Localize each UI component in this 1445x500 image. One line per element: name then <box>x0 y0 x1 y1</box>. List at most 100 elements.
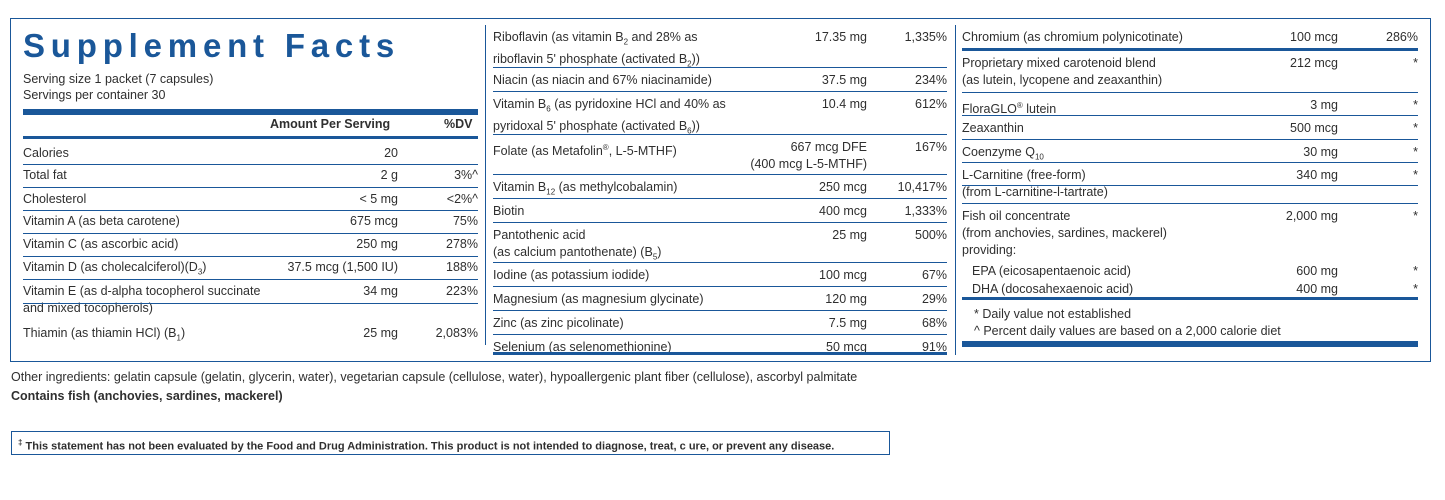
allergen-statement: Contains fish (anchovies, sardines, mack… <box>11 389 283 403</box>
row-separator <box>493 134 947 135</box>
nutrient-amount: 250 mg <box>356 237 398 251</box>
disclaimer-text: This statement has not been evaluated by… <box>25 440 835 453</box>
footnote-daily-value: * Daily value not established <box>974 307 1132 321</box>
nutrient-daily-value: 68% <box>921 316 947 330</box>
nutrient-name: Iodine (as potassium iodide) <box>493 268 650 282</box>
nutrient-amount: 30 mg <box>1303 145 1338 159</box>
other-ingredients: Other ingredients: gelatin capsule (gela… <box>11 370 858 384</box>
nutrient-daily-value: <2%^ <box>446 192 478 206</box>
nutrient-amount: 50 mcg <box>826 340 867 354</box>
nutrient-amount: 37.5 mg <box>821 73 867 87</box>
nutrient-amount: 667 mcg DFE (400 mcg L-5-MTHF) <box>750 140 867 171</box>
nutrient-daily-value: 1,335% <box>904 30 947 44</box>
nutrient-name: Niacin (as niacin and 67% niacinamide) <box>493 73 712 87</box>
column-1: Calories 20 Total fat 2 g 3%^ Cholesterol < 5 … <box>23 19 478 363</box>
nutrient-daily-value: * <box>1413 145 1418 159</box>
serving-info: Serving size 1 packet (7 capsules) Servi… <box>23 71 213 103</box>
nutrient-name: Vitamin B12 (as methylcobalamin) <box>493 180 678 197</box>
column-3: Chromium (as chromium polynicotinate) 100… <box>962 19 1418 363</box>
nutrient-daily-value: * <box>1413 56 1418 70</box>
nutrient-daily-value: 278% <box>446 237 478 251</box>
nutrient-amount: 100 mcg <box>819 268 867 282</box>
nutrient-amount: 10.4 mg <box>821 97 867 111</box>
nutrient-name: Vitamin E (as d-alpha tocopherol succina… <box>23 284 261 315</box>
nutrient-name: FloraGLO® lutein <box>962 101 1057 117</box>
nutrient-daily-value: * <box>1413 264 1418 278</box>
column-divider <box>955 25 956 355</box>
nutrient-name: Calories <box>23 146 69 160</box>
column-3-bottom-rule <box>962 341 1418 347</box>
nutrient-daily-value: 91% <box>921 340 947 354</box>
nutrient-amount: 25 mg <box>832 228 867 242</box>
nutrient-daily-value: * <box>1413 98 1418 112</box>
nutrient-amount: 7.5 mg <box>828 316 867 330</box>
nutrient-amount: 250 mcg <box>819 180 867 194</box>
nutrient-daily-value: * <box>1413 168 1418 182</box>
row-separator <box>962 115 1418 116</box>
row-separator <box>493 310 947 311</box>
nutrient-daily-value: 223% <box>446 284 478 298</box>
nutrient-daily-value: 234% <box>915 73 947 87</box>
row-separator <box>23 233 478 234</box>
nutrient-daily-value: * <box>1413 209 1418 223</box>
row-separator <box>493 222 947 223</box>
nutrient-daily-value: * <box>1413 282 1418 296</box>
nutrient-name: EPA (eicosapentaenoic acid) <box>972 264 1131 278</box>
nutrient-name: Cholesterol <box>23 192 87 206</box>
nutrient-daily-value: * <box>1413 121 1418 135</box>
nutrient-name: Thiamin (as thiamin HCl) (B1) <box>23 326 186 343</box>
nutrient-name: Zeaxanthin <box>962 121 1024 135</box>
row-separator <box>23 279 478 280</box>
nutrient-name: Coenzyme Q10 <box>962 145 1044 162</box>
nutrient-name: Pantothenic acid (as calcium pantothenate… <box>493 228 662 262</box>
nutrient-amount: 400 mg <box>1296 282 1338 296</box>
nutrient-name: Vitamin B6 (as pyridoxine HCl and 40% as… <box>493 97 726 135</box>
column-3-notes-rule <box>962 297 1418 300</box>
nutrient-amount: 100 mcg <box>1290 30 1338 44</box>
nutrient-amount: 3 mg <box>1310 98 1338 112</box>
nutrient-amount: 500 mcg <box>1290 121 1338 135</box>
nutrient-daily-value: 500% <box>915 228 947 242</box>
nutrient-name: Riboflavin (as vitamin B2 and 28% as ribo… <box>493 30 700 68</box>
nutrient-name: Proprietary mixed carotenoid blend (as lu… <box>962 56 1163 87</box>
nutrient-name: L-Carnitine (free-form) (from L-carnitine… <box>962 168 1108 199</box>
row-separator <box>23 256 478 257</box>
nutrient-name: Zinc (as zinc picolinate) <box>493 316 624 330</box>
row-separator <box>23 164 478 165</box>
nutrient-daily-value: 1,333% <box>904 204 947 218</box>
serving-size: Serving size 1 packet (7 capsules) <box>23 72 214 86</box>
supplement-facts-panel: Supplement Facts Serving size 1 packet (… <box>10 18 1431 362</box>
row-separator <box>962 203 1418 204</box>
column-2: Riboflavin (as vitamin B2 and 28% as ribo… <box>493 19 947 363</box>
row-separator <box>493 67 947 68</box>
row-separator <box>962 92 1418 93</box>
nutrient-name: DHA (docosahexaenoic acid) <box>972 282 1134 296</box>
nutrient-name: Biotin <box>493 204 525 218</box>
double-dagger-mark: ‡ <box>18 438 23 447</box>
servings-per-container: Servings per container 30 <box>23 88 166 102</box>
row-separator <box>493 286 947 287</box>
panel-title: Supplement Facts <box>23 27 401 64</box>
column-2-bottom-rule <box>493 352 947 355</box>
nutrient-daily-value: 286% <box>1386 30 1418 44</box>
nutrient-daily-value: 3%^ <box>454 168 478 182</box>
nutrient-amount: 600 mg <box>1296 264 1338 278</box>
row-separator <box>23 303 478 304</box>
nutrient-daily-value: 29% <box>921 292 947 306</box>
nutrient-name: Magnesium (as magnesium glycinate) <box>493 292 704 306</box>
nutrient-amount: 340 mg <box>1296 168 1338 182</box>
row-separator <box>23 210 478 211</box>
row-separator <box>493 91 947 92</box>
nutrient-amount: 37.5 mcg (1,500 IU) <box>287 260 398 274</box>
nutrient-name: Total fat <box>23 168 67 182</box>
nutrient-daily-value: 612% <box>915 97 947 111</box>
nutrient-amount: 34 mg <box>363 284 398 298</box>
nutrient-name: Vitamin D (as cholecalciferol)(D3) <box>23 260 207 277</box>
nutrient-name: Fish oil concentrate (from anchovies, sa… <box>962 209 1167 257</box>
nutrient-amount: 212 mcg <box>1290 56 1338 70</box>
nutrient-amount: 2 g <box>380 168 398 182</box>
nutrient-amount: 25 mg <box>363 326 398 340</box>
nutrient-daily-value: 2,083% <box>435 326 478 340</box>
nutrient-daily-value: 67% <box>921 268 947 282</box>
nutrient-amount: < 5 mg <box>359 192 398 206</box>
